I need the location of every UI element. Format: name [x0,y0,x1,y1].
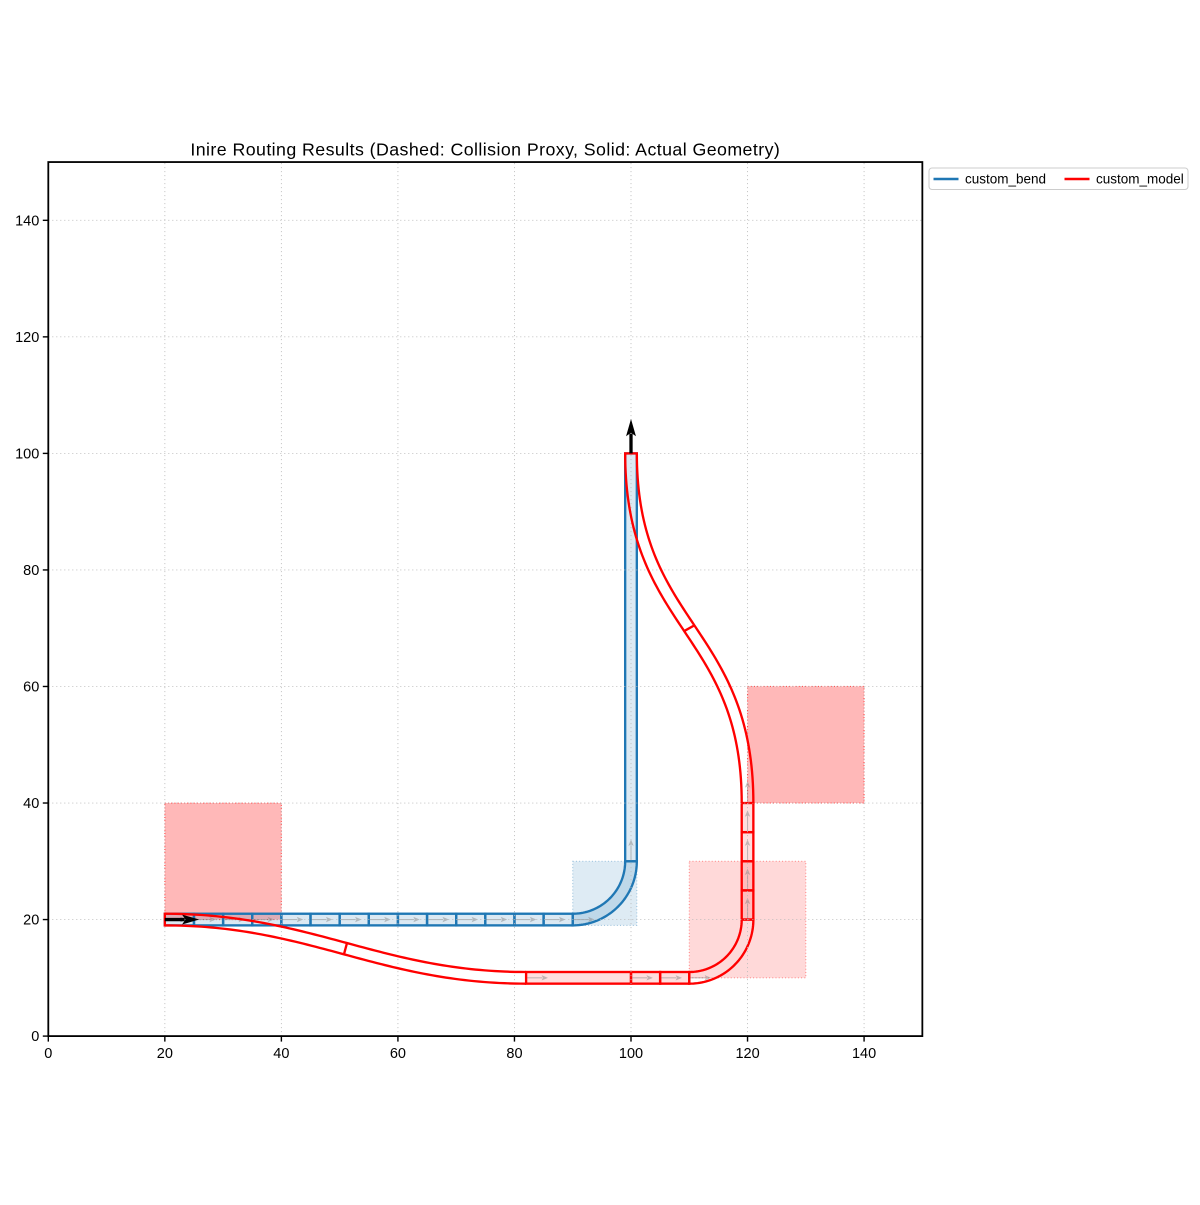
svg-text:100: 100 [15,446,39,462]
svg-text:0: 0 [44,1046,52,1062]
svg-text:20: 20 [157,1046,173,1062]
svg-text:custom_bend: custom_bend [965,172,1046,187]
svg-text:140: 140 [852,1046,876,1062]
svg-text:60: 60 [390,1046,406,1062]
svg-text:140: 140 [15,213,39,229]
svg-text:80: 80 [23,563,39,579]
svg-text:40: 40 [273,1046,289,1062]
svg-text:60: 60 [23,679,39,695]
svg-text:20: 20 [23,913,39,929]
svg-text:custom_model: custom_model [1096,172,1184,187]
svg-text:120: 120 [15,330,39,346]
svg-text:80: 80 [506,1046,522,1062]
svg-text:100: 100 [619,1046,643,1062]
svg-text:0: 0 [31,1029,39,1045]
svg-text:120: 120 [735,1046,759,1062]
svg-text:40: 40 [23,796,39,812]
svg-text:Inire Routing Results (Dashed:: Inire Routing Results (Dashed: Collision… [190,140,780,160]
